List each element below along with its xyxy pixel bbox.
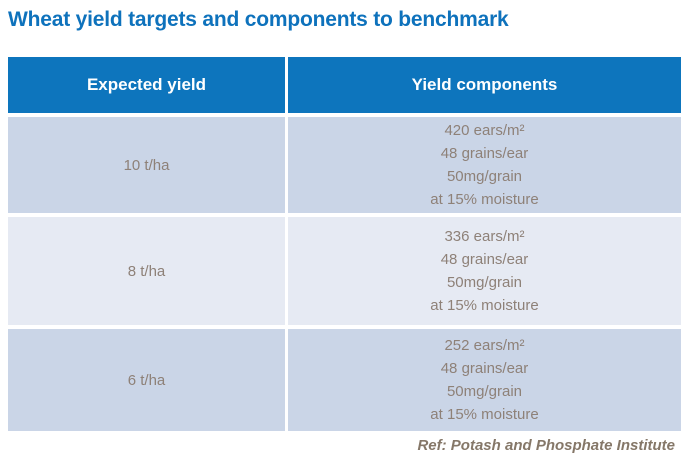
component-line-ears: 420 ears/m² [444,122,525,139]
component-line-moisture: at 15% moisture [430,406,539,423]
yield-table: Expected yield Yield components 10 t/ha … [8,57,681,431]
component-line-grain-weight: 50mg/grain [446,168,523,185]
reference-note: Ref: Potash and Phosphate Institute [417,437,675,454]
component-line-ears: 252 ears/m² [444,337,525,354]
column-header-yield-components: Yield components [288,57,681,113]
component-line-ears: 336 ears/m² [444,228,525,245]
yield-components-cell-8tha: 336 ears/m² 48 grains/ear 50mg/grain at … [288,217,681,325]
component-line-grains-per-ear: 48 grains/ear [440,360,529,377]
component-line-grain-weight: 50mg/grain [446,274,523,291]
page-title: Wheat yield targets and components to be… [8,8,509,31]
expected-yield-cell-8tha: 8 t/ha [8,217,285,325]
component-line-grains-per-ear: 48 grains/ear [440,145,529,162]
component-line-moisture: at 15% moisture [430,297,539,314]
component-line-grain-weight: 50mg/grain [446,383,523,400]
expected-yield-cell-10tha: 10 t/ha [8,117,285,213]
yield-components-cell-10tha: 420 ears/m² 48 grains/ear 50mg/grain at … [288,117,681,213]
component-line-grains-per-ear: 48 grains/ear [440,251,529,268]
component-line-moisture: at 15% moisture [430,191,539,208]
yield-components-cell-6tha: 252 ears/m² 48 grains/ear 50mg/grain at … [288,329,681,431]
column-header-expected-yield: Expected yield [8,57,285,113]
expected-yield-cell-6tha: 6 t/ha [8,329,285,431]
